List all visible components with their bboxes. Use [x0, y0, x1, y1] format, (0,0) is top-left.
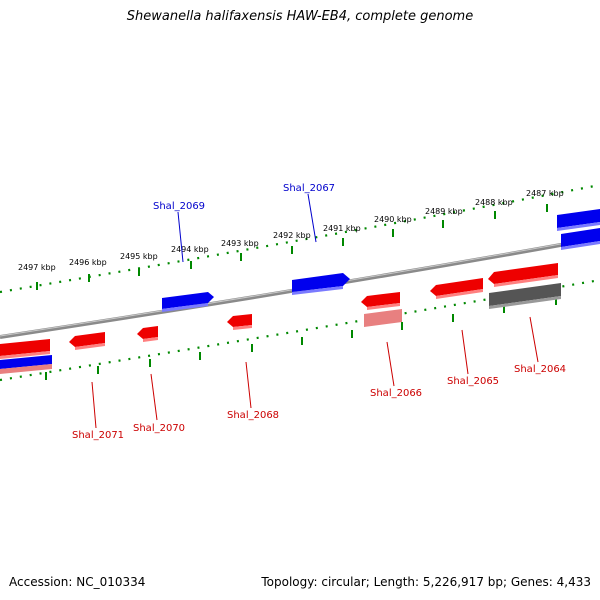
gene-arrow-shade	[75, 343, 105, 350]
kbp-label: 2494 kbp	[171, 245, 209, 254]
gene-arrow-shade	[367, 303, 400, 310]
gene-arrow-shade	[436, 289, 483, 299]
reverse-gene-labels: Shal_2071 Shal_2070 Shal_2068 Shal_2066 …	[72, 364, 566, 441]
accession-text: Accession: NC_010334	[9, 575, 146, 589]
gene-arrow	[162, 292, 214, 309]
kbp-label: 2488 kbp	[475, 198, 513, 207]
kbp-tick-labels: 2497 kbp 2496 kbp 2495 kbp 2494 kbp 2493…	[18, 189, 564, 272]
gene-arrow-shade	[292, 286, 343, 295]
kbp-label: 2487 kbp	[526, 189, 564, 198]
gene-label: Shal_2071	[72, 430, 124, 441]
kbp-label: 2489 kbp	[425, 207, 463, 216]
gene-label: Shal_2064	[514, 364, 566, 375]
kbp-label: 2491 kbp	[323, 224, 361, 233]
kbp-label: 2492 kbp	[273, 231, 311, 240]
gene-label: Shal_2065	[447, 376, 499, 387]
kbp-label: 2490 kbp	[374, 215, 412, 224]
label-leader	[307, 193, 317, 243]
label-leader	[386, 341, 395, 387]
gene-arrow	[430, 278, 483, 296]
gene-arrow	[361, 292, 400, 307]
kbp-label: 2497 kbp	[18, 263, 56, 272]
label-leader	[245, 361, 252, 409]
gene-arrow	[292, 273, 350, 292]
gene-arrow-shade	[557, 222, 600, 231]
gene-label: Shal_2066	[370, 388, 422, 399]
gene-arrow	[69, 332, 105, 347]
label-leader	[529, 316, 539, 363]
reverse-genes	[0, 263, 561, 374]
forward-major-ticks	[36, 204, 548, 290]
gene-arrow	[227, 314, 252, 327]
kbp-label: 2496 kbp	[69, 258, 107, 267]
gene-label: Shal_2069	[153, 201, 205, 212]
gene-label: Shal_2070	[133, 423, 185, 434]
gene-arrow-shade	[233, 325, 252, 330]
map-title: Shewanella halifaxensis HAW-EB4, complet…	[126, 9, 474, 24]
gene-label: Shal_2067	[283, 183, 335, 194]
gene-arrow	[561, 228, 600, 247]
gene-label: Shal_2068	[227, 410, 279, 421]
forward-label-leaders	[177, 193, 317, 263]
gene-arrow	[137, 326, 158, 339]
reverse-label-leaders	[91, 316, 539, 429]
label-leader	[461, 329, 469, 375]
pseudo-gene	[489, 283, 561, 306]
gene-arrow-shade	[0, 351, 50, 359]
gene-arrow	[557, 209, 600, 228]
kbp-label: 2493 kbp	[221, 239, 259, 248]
gene-arrow	[0, 339, 50, 356]
gene-arrow	[488, 263, 558, 284]
label-leader	[91, 381, 97, 429]
label-leader	[150, 373, 158, 421]
gene-arrow-shade	[162, 303, 208, 312]
label-leader	[177, 211, 184, 263]
gene-arrow-shade	[561, 241, 600, 250]
gene-arrow-shade	[494, 275, 558, 287]
gene-arrow	[0, 355, 52, 369]
pseudo-gene-shade	[489, 296, 561, 309]
genome-summary-text: Topology: circular; Length: 5,226,917 bp…	[261, 575, 591, 589]
forward-gene-labels: Shal_2069 Shal_2067	[153, 183, 335, 212]
kbp-label: 2495 kbp	[120, 252, 158, 261]
gene-arrow-shade	[143, 337, 158, 342]
pseudo-gene	[364, 309, 402, 327]
reverse-major-ticks	[45, 297, 557, 380]
forward-genes	[0, 209, 600, 369]
pseudo-gene	[0, 364, 52, 374]
